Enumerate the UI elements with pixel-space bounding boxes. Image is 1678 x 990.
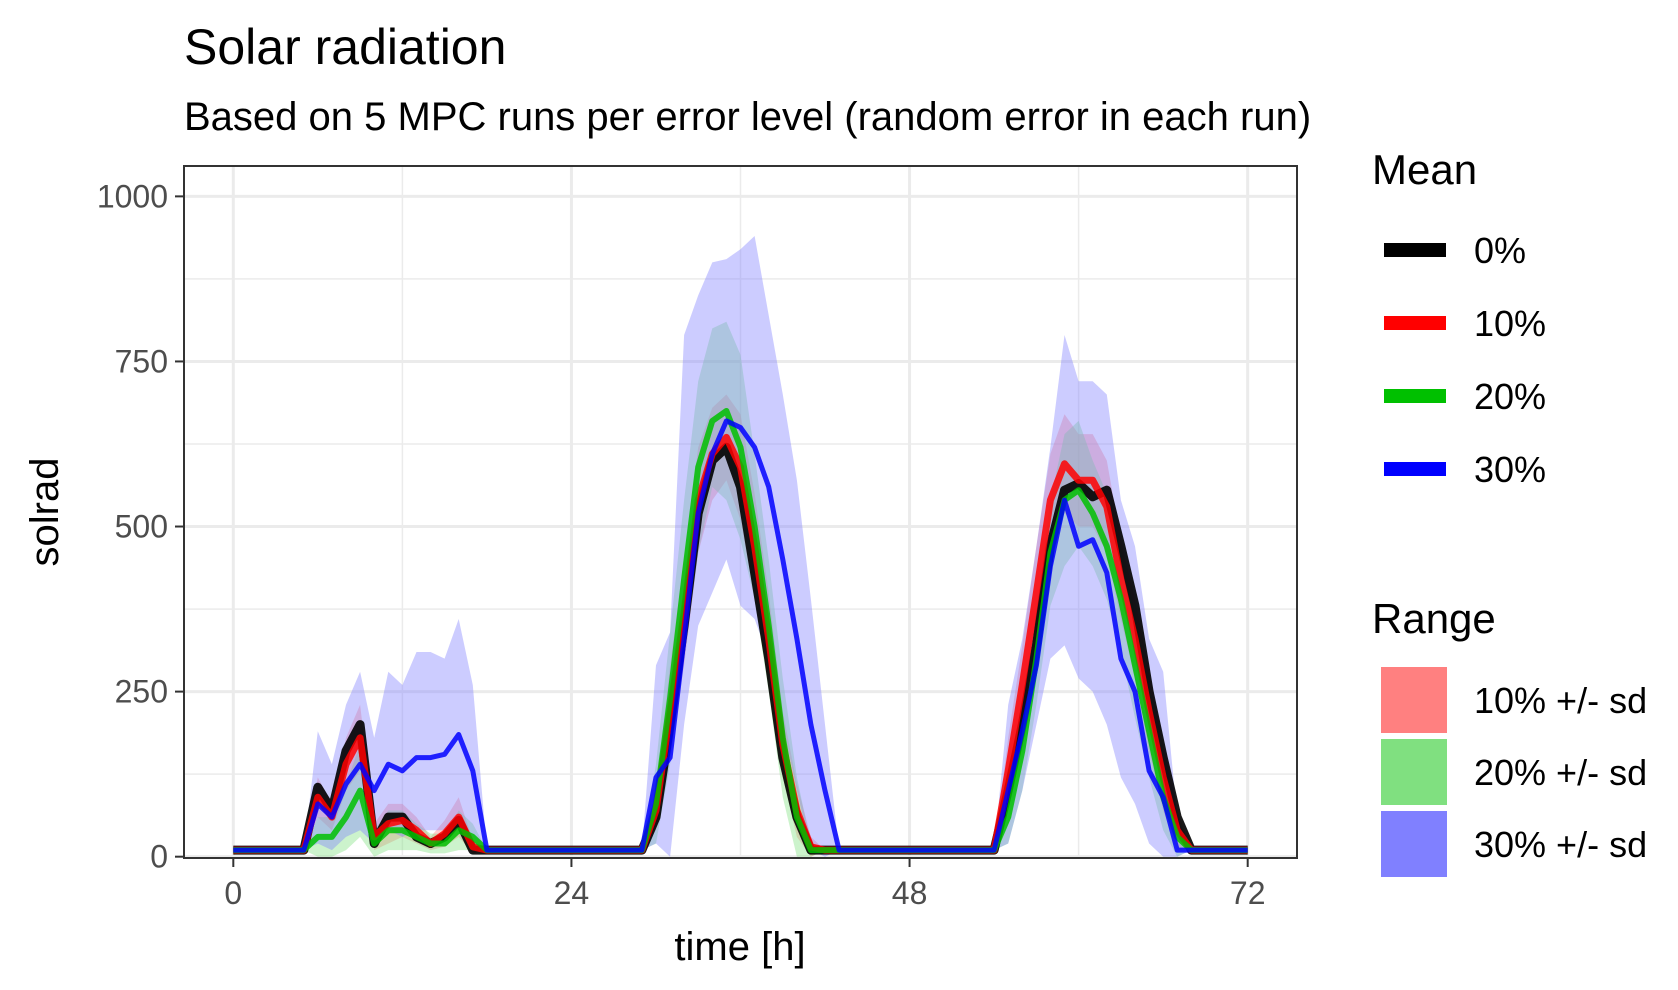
y-tick-label: 500 [115, 509, 168, 545]
x-axis-label: time [h] [674, 925, 805, 969]
y-axis-label: solrad [23, 458, 67, 567]
series-line [233, 433, 1248, 854]
legend-label-mean: 20% [1474, 376, 1546, 417]
lines-layer [233, 408, 1248, 855]
y-tick-label: 750 [115, 343, 168, 379]
series-line [233, 418, 1248, 853]
legend-label-mean: 30% [1474, 449, 1546, 490]
legend-label-range: 10% +/- sd [1474, 680, 1647, 721]
y-tick-label: 0 [150, 839, 168, 875]
y-tick-label: 1000 [97, 178, 168, 214]
legend-label-mean: 0% [1474, 230, 1526, 271]
x-axis: 0 24 48 72 [224, 858, 1265, 911]
y-axis: 0 250 500 750 1000 [97, 178, 184, 875]
legend-key-range [1381, 811, 1447, 877]
grid-major [184, 166, 1297, 859]
legend-mean-title: Mean [1372, 146, 1477, 193]
legend-key-range [1381, 739, 1447, 805]
legend-label-range: 30% +/- sd [1474, 824, 1647, 865]
range-band [233, 236, 1248, 857]
legend-mean-items: 0% 10% 20% 30% [1384, 230, 1546, 490]
plot-panel [183, 165, 1298, 859]
y-tick-label: 250 [115, 674, 168, 710]
series-line [233, 408, 1248, 854]
legend-range-title: Range [1372, 595, 1496, 642]
legend-label-range: 20% +/- sd [1474, 752, 1647, 793]
x-tick-label: 72 [1230, 875, 1266, 911]
legend-key-range [1381, 667, 1447, 733]
x-tick-label: 0 [224, 875, 242, 911]
legend: Mean 0% 10% 20% 30% Range 10% +/- sd 20% +/-… [1372, 146, 1647, 877]
chart-title: Solar radiation [184, 19, 506, 75]
legend-label-mean: 10% [1474, 303, 1546, 344]
chart-subtitle: Based on 5 MPC runs per error level (ran… [184, 95, 1311, 139]
x-tick-label: 24 [554, 875, 590, 911]
legend-range-items: 10% +/- sd 20% +/- sd 30% +/- sd [1381, 667, 1647, 877]
x-tick-label: 48 [892, 875, 928, 911]
